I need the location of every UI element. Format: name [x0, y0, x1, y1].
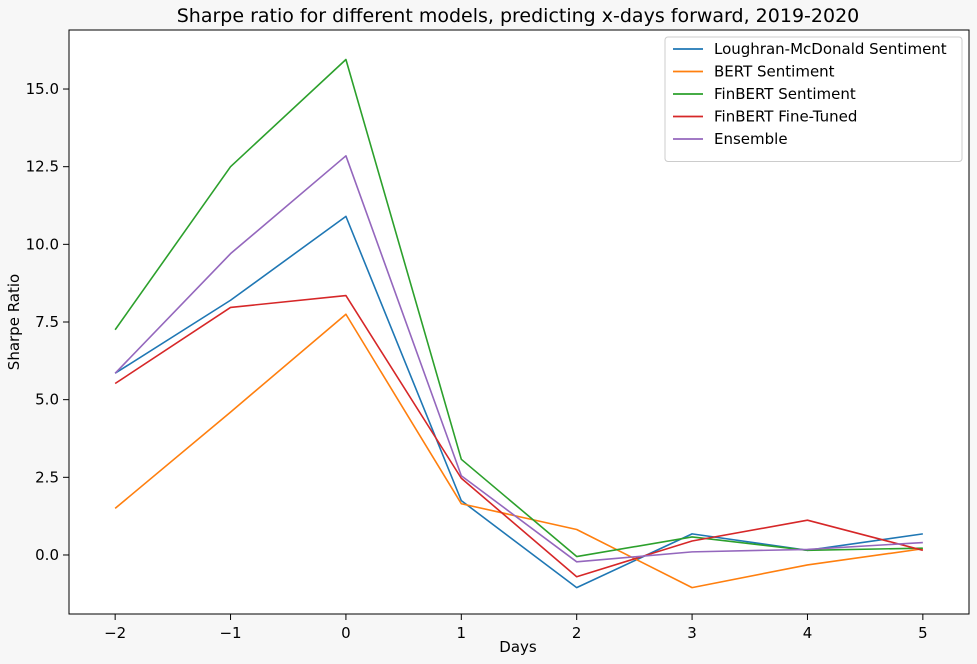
y-axis-ticks: 0.0 2.5 5.0 7.5 10.0 12.5 15.0 — [26, 80, 69, 564]
x-axis-label: Days — [499, 638, 537, 656]
y-tick-label: 10.0 — [26, 235, 59, 253]
chart-title: Sharpe ratio for different models, predi… — [177, 5, 860, 27]
x-tick-label: 1 — [457, 624, 467, 642]
x-tick-label: 2 — [572, 624, 582, 642]
legend-label: Ensemble — [714, 130, 788, 148]
legend-label: FinBERT Sentiment — [714, 85, 856, 103]
series-line-ensemble — [114, 155, 923, 563]
legend-label: BERT Sentiment — [714, 63, 835, 81]
series-line-finbert-sentiment — [114, 58, 923, 558]
x-tick-label: 5 — [918, 624, 928, 642]
x-tick-label: 0 — [341, 624, 351, 642]
y-tick-label: 5.0 — [35, 391, 59, 409]
y-tick-label: 15.0 — [26, 80, 59, 98]
x-axis-ticks: −2 −1 0 1 2 3 4 5 — [104, 614, 928, 642]
legend-box — [664, 36, 963, 162]
x-tick-label: −2 — [104, 624, 126, 642]
y-tick-label: 2.5 — [35, 468, 59, 486]
legend-label: FinBERT Fine-Tuned — [714, 108, 857, 126]
y-tick-label: 0.0 — [35, 546, 59, 564]
series-line-finbert-fine-tuned — [114, 294, 924, 578]
y-axis-label: Sharpe Ratio — [5, 274, 23, 370]
x-tick-label: 3 — [687, 624, 697, 642]
series-lines — [114, 58, 924, 589]
legend-label: Loughran-McDonald Sentiment — [714, 40, 947, 58]
x-tick-label: −1 — [219, 624, 241, 642]
series-line-bert-sentiment — [114, 313, 923, 589]
x-tick-label: 4 — [803, 624, 813, 642]
y-tick-label: 12.5 — [26, 158, 59, 176]
y-tick-label: 7.5 — [35, 313, 59, 331]
legend: Loughran-McDonald Sentiment BERT Sentimen… — [664, 36, 963, 162]
plot-frame — [68, 29, 970, 615]
